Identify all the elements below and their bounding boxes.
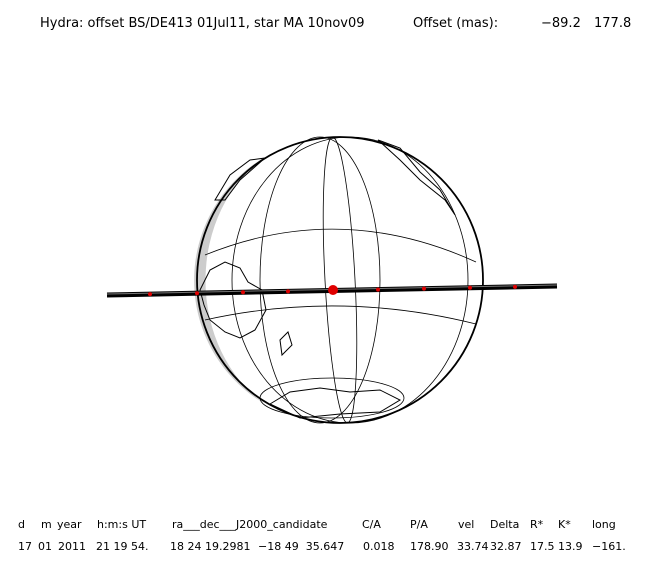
limb <box>196 136 484 424</box>
column-header: C/A <box>362 518 381 531</box>
cell: 17 <box>18 540 32 553</box>
time-marker <box>286 289 290 294</box>
meridian <box>231 136 469 424</box>
event-table: d m year h:m:s UT ra___dec___J2000_candidate… <box>18 518 626 553</box>
parallel <box>204 305 477 325</box>
column-header: d <box>18 518 25 531</box>
time-marker <box>513 284 517 289</box>
time-marker <box>422 286 426 291</box>
offset-label: Offset (mas): <box>413 16 498 31</box>
column-header: vel <box>458 518 474 531</box>
time-marker <box>195 291 199 296</box>
column-header: R* <box>530 518 544 531</box>
cell: 0.018 <box>363 540 395 553</box>
time-marker <box>148 292 152 297</box>
cell: −18 49 35.647 <box>258 540 344 553</box>
new-zealand <box>279 331 293 357</box>
column-header: Delta <box>490 518 519 531</box>
cell: 13.9 <box>558 540 583 553</box>
closest-approach <box>328 285 338 295</box>
americas-coast <box>377 139 456 216</box>
cell: 33.74 <box>457 540 489 553</box>
antarctica <box>268 387 402 419</box>
cell: −161. <box>592 540 626 553</box>
cell: 2011 <box>58 540 86 553</box>
cell: 18 24 19.2981 <box>170 540 250 553</box>
column-header: h:m:s UT <box>97 518 146 531</box>
globe <box>194 136 484 424</box>
cell: 32.87 <box>490 540 522 553</box>
column-header: year <box>57 518 82 531</box>
time-marker <box>376 287 380 292</box>
time-marker <box>468 285 472 290</box>
cell: 178.90 <box>410 540 449 553</box>
column-header: long <box>592 518 616 531</box>
time-markers <box>148 284 517 297</box>
title: Hydra: offset BS/DE413 01Jul11, star MA … <box>40 16 365 31</box>
column-header: P/A <box>410 518 428 531</box>
column-header: ra___dec___J2000_candidate <box>172 518 328 531</box>
time-marker <box>241 290 245 295</box>
offset-value: 177.8 <box>594 16 631 31</box>
column-header: K* <box>558 518 571 531</box>
meridian <box>259 136 381 424</box>
parallel <box>204 228 477 263</box>
cell: 01 <box>38 540 52 553</box>
column-header: m <box>41 518 52 531</box>
australia <box>199 261 267 339</box>
asia-coast <box>214 157 267 201</box>
parallel <box>259 377 405 419</box>
cell: 17.5 <box>530 540 555 553</box>
cell: 21 19 54. <box>96 540 148 553</box>
offset-value: −89.2 <box>541 16 581 31</box>
